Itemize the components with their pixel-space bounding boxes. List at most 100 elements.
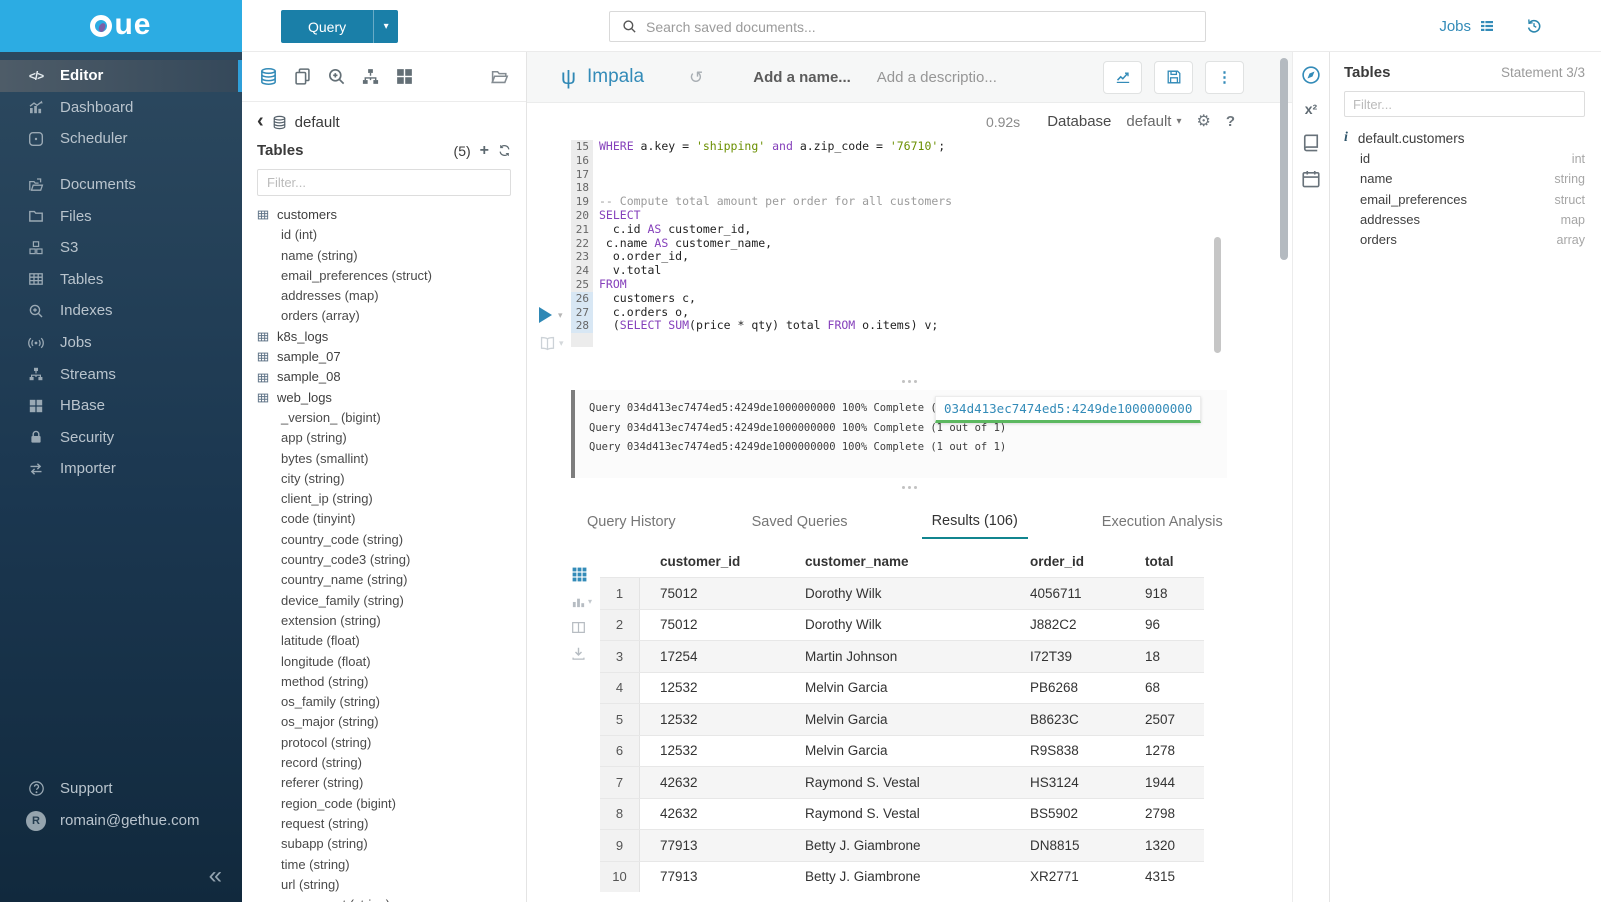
sidebar-item-dashboard[interactable]: Dashboard bbox=[0, 92, 242, 124]
sql-editor[interactable]: 15 WHERE a.key = 'shipping' and a.zip_cod… bbox=[571, 139, 953, 347]
assist-column[interactable]: city (string) bbox=[281, 470, 345, 486]
resize-handle[interactable] bbox=[527, 483, 1292, 489]
help-icon[interactable]: ? bbox=[1225, 113, 1235, 130]
assist-column[interactable]: country_code (string) bbox=[281, 531, 404, 547]
assist-column[interactable]: addresses (map) bbox=[281, 288, 379, 304]
table-row[interactable]: 2 75012 Dorothy Wilk J882C2 96 bbox=[600, 608, 1204, 640]
assist-table-k8s-logs[interactable]: k8s_logs bbox=[257, 327, 526, 347]
grid-icon[interactable] bbox=[571, 566, 588, 583]
assist-column[interactable]: client_ip (string) bbox=[281, 491, 373, 507]
assist-column[interactable]: user_agent (string) bbox=[257, 895, 526, 902]
sidebar-item-s3[interactable]: S3 bbox=[0, 232, 242, 264]
book-icon[interactable] bbox=[1301, 133, 1321, 153]
assist-filter-input[interactable] bbox=[267, 175, 501, 190]
sidebar-item-editor[interactable]: </> Editor bbox=[0, 60, 242, 92]
assist-table-sample-07[interactable]: sample_07 bbox=[257, 347, 526, 367]
breadcrumb-database[interactable]: default bbox=[294, 114, 340, 131]
engine-title[interactable]: Impala bbox=[586, 66, 645, 87]
tab-query-history[interactable]: Query History bbox=[587, 514, 676, 530]
code-line[interactable]: c.name AS customer_name, bbox=[599, 235, 773, 250]
query-id-popover[interactable]: 034d413ec7474ed5:4249de1000000000 bbox=[935, 396, 1201, 423]
save-button[interactable] bbox=[1154, 60, 1193, 94]
schema-column[interactable]: addresses map bbox=[1360, 211, 1585, 227]
assist-column[interactable]: code (tinyint) bbox=[281, 511, 356, 527]
table-row[interactable]: 9 77913 Betty J. Giambrone DN8815 1320 bbox=[600, 829, 1204, 861]
table-row[interactable]: 7 42632 Raymond S. Vestal HS3124 1944 bbox=[600, 766, 1204, 798]
assist-column[interactable]: os_major (string) bbox=[281, 714, 379, 730]
code-line[interactable]: o.order_id, bbox=[599, 249, 690, 264]
run-options-caret-icon[interactable]: ▾ bbox=[558, 310, 563, 320]
code-line[interactable]: FROM bbox=[599, 276, 627, 291]
assist-column[interactable]: orders (array) bbox=[281, 308, 360, 324]
query-description-field[interactable]: Add a descriptio... bbox=[876, 68, 997, 86]
assist-column[interactable]: url (string) bbox=[281, 876, 340, 892]
assist-column[interactable]: time (string) bbox=[281, 856, 350, 872]
hue-logo[interactable]: ue bbox=[0, 0, 242, 52]
assist-column[interactable]: email_preferences (struct) bbox=[281, 267, 432, 283]
chart-button[interactable] bbox=[1103, 60, 1142, 94]
editor-scrollbar[interactable] bbox=[1214, 237, 1221, 353]
query-name-field[interactable]: Add a name... bbox=[753, 68, 851, 86]
assist-column[interactable]: longitude (float) bbox=[281, 653, 371, 669]
sidebar-item-jobs[interactable]: Jobs bbox=[0, 327, 242, 359]
assist-table-sample-08[interactable]: sample_08 bbox=[257, 367, 526, 387]
compass-icon[interactable] bbox=[1301, 65, 1321, 85]
assist-column[interactable]: bytes (smallint) bbox=[281, 450, 369, 466]
assist-column[interactable]: extension (string) bbox=[281, 612, 381, 628]
sidebar-item-security[interactable]: Security bbox=[0, 422, 242, 454]
code-line[interactable] bbox=[593, 181, 599, 195]
more-actions-button[interactable]: ⋮ bbox=[1205, 60, 1244, 94]
assist-column[interactable]: referer (string) bbox=[281, 775, 364, 791]
settings-gear-icon[interactable]: ⚙ bbox=[1196, 112, 1211, 130]
schema-column[interactable]: id int bbox=[1360, 151, 1585, 166]
active-table[interactable]: i default.customers bbox=[1344, 130, 1585, 146]
history-icon[interactable] bbox=[1525, 17, 1543, 35]
code-line[interactable]: SELECT bbox=[599, 207, 641, 222]
search-plus-icon[interactable] bbox=[327, 67, 346, 86]
code-line[interactable] bbox=[593, 168, 599, 182]
code-line[interactable]: v.total bbox=[599, 263, 662, 278]
column-header[interactable]: order_id bbox=[1030, 553, 1085, 569]
code-line[interactable]: c.id AS customer_id, bbox=[599, 221, 752, 236]
sidebar-item-documents[interactable]: Documents bbox=[0, 169, 242, 201]
search-input[interactable] bbox=[646, 18, 1193, 35]
assist-column[interactable]: region_code (bigint) bbox=[281, 795, 396, 811]
assist-column[interactable]: protocol (string) bbox=[281, 734, 372, 750]
assist-table-customers[interactable]: customers bbox=[257, 205, 526, 225]
sidebar-item-scheduler[interactable]: Scheduler bbox=[0, 123, 242, 155]
assist-column[interactable]: name (string) bbox=[281, 247, 358, 263]
assist-table-web-logs[interactable]: web_logs bbox=[257, 388, 526, 408]
table-row[interactable]: 5 12532 Melvin Garcia B8623C 2507 bbox=[600, 703, 1204, 735]
columns-split-icon[interactable] bbox=[571, 620, 586, 635]
code-line[interactable]: customers c, bbox=[599, 290, 696, 305]
run-query-button[interactable] bbox=[539, 307, 552, 323]
database-icon[interactable] bbox=[259, 67, 278, 86]
assist-column[interactable]: method (string) bbox=[281, 673, 369, 689]
code-line[interactable] bbox=[593, 154, 599, 168]
assist-column[interactable]: device_family (string) bbox=[281, 592, 404, 608]
table-row[interactable]: 3 17254 Martin Johnson I72T39 18 bbox=[600, 640, 1204, 672]
back-chevron-icon[interactable]: ‹ bbox=[257, 110, 264, 132]
sitemap-icon[interactable] bbox=[361, 67, 380, 86]
sidebar-item-hbase[interactable]: HBase bbox=[0, 390, 242, 422]
code-line[interactable]: c.orders o, bbox=[599, 304, 690, 319]
download-icon[interactable] bbox=[571, 646, 586, 661]
column-header[interactable]: customer_name bbox=[805, 553, 909, 569]
code-line[interactable]: (SELECT SUM(price * qty) total FROM o.it… bbox=[599, 318, 939, 333]
sidebar-item-support[interactable]: Support bbox=[0, 773, 242, 804]
code-line[interactable]: WHERE a.key = 'shipping' and a.zip_code … bbox=[599, 139, 946, 153]
schema-column[interactable]: orders array bbox=[1360, 232, 1585, 248]
table-row[interactable]: 8 42632 Raymond S. Vestal BS5902 2798 bbox=[600, 797, 1204, 829]
code-line[interactable]: -- Compute total amount per order for al… bbox=[599, 194, 953, 209]
format-query-button[interactable]: ▾ bbox=[539, 335, 564, 352]
sidebar-item-files[interactable]: Files bbox=[0, 200, 242, 232]
assist-column[interactable]: request (string) bbox=[281, 815, 369, 831]
tab-saved-queries[interactable]: Saved Queries bbox=[751, 514, 848, 530]
superscript-icon[interactable]: x² bbox=[1304, 101, 1318, 117]
sidebar-item-tables[interactable]: Tables bbox=[0, 264, 242, 296]
assist-column[interactable]: _version_ (bigint) bbox=[281, 409, 381, 425]
collapse-sidebar-button[interactable]: « bbox=[208, 862, 222, 889]
schema-column[interactable]: email_preferences struct bbox=[1360, 191, 1585, 207]
query-dropdown-button[interactable]: ▾ bbox=[373, 10, 399, 43]
table-row[interactable]: 6 12532 Melvin Garcia R9S838 1278 bbox=[600, 734, 1204, 766]
